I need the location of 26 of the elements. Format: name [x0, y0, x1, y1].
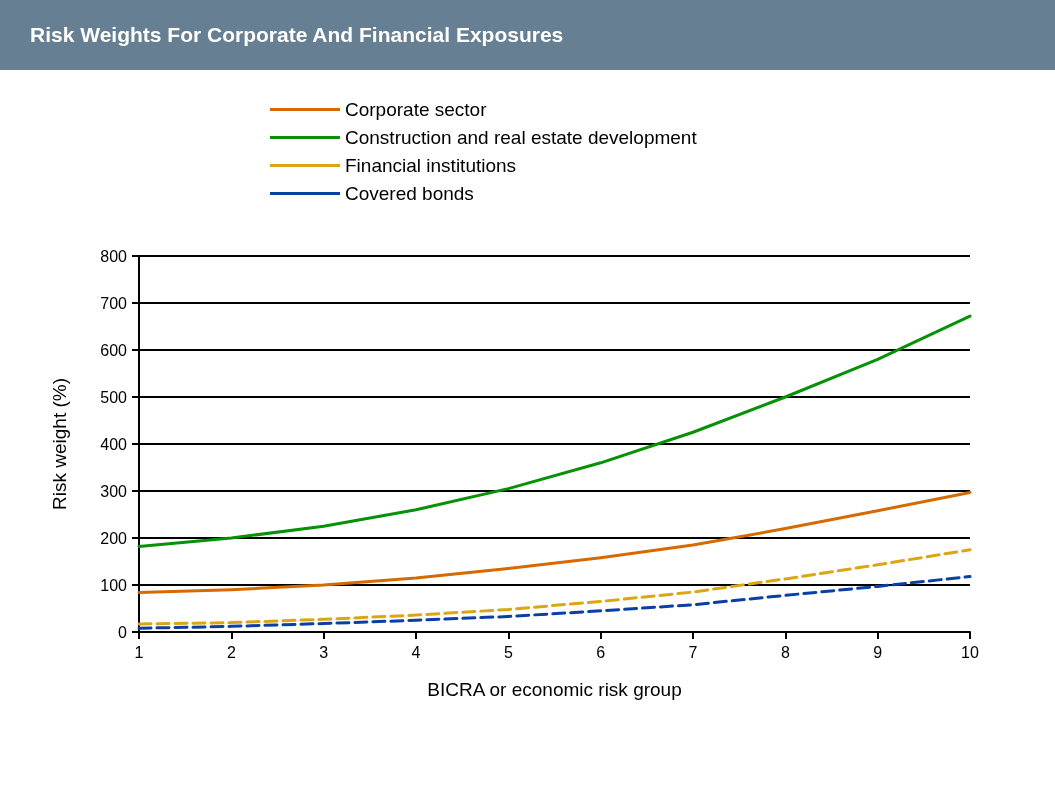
x-tick-label: 10 [961, 643, 979, 661]
y-tick-label: 600 [100, 341, 128, 359]
x-tick-label: 7 [688, 643, 698, 661]
y-tick-label: 500 [100, 388, 128, 406]
x-tick-label: 6 [596, 643, 606, 661]
y-tick-label: 700 [100, 294, 128, 312]
x-tick-label: 1 [134, 643, 144, 661]
x-tick-label: 5 [503, 643, 513, 661]
x-tick-label: 3 [319, 643, 329, 661]
legend-label: Corporate sector [345, 99, 488, 120]
y-tick-label: 100 [100, 576, 128, 594]
y-tick-label: 300 [100, 482, 128, 500]
x-tick-label: 8 [780, 643, 790, 661]
x-tick-label: 9 [873, 643, 883, 661]
legend-label: Covered bonds [345, 183, 474, 204]
y-axis-title: Risk weight (%) [49, 378, 70, 510]
y-tick-label: 0 [118, 623, 128, 641]
y-tick-label: 800 [100, 247, 128, 265]
y-tick-label: 200 [100, 529, 128, 547]
x-tick-label: 2 [226, 643, 236, 661]
legend-label: Construction and real estate development [345, 127, 698, 148]
x-tick-label: 4 [411, 643, 421, 661]
x-axis-title: BICRA or economic risk group [427, 679, 682, 700]
chart-title: Risk Weights For Corporate And Financial Exposures [0, 0, 1055, 70]
legend-label: Financial institutions [345, 155, 517, 176]
y-tick-label: 400 [100, 435, 128, 453]
